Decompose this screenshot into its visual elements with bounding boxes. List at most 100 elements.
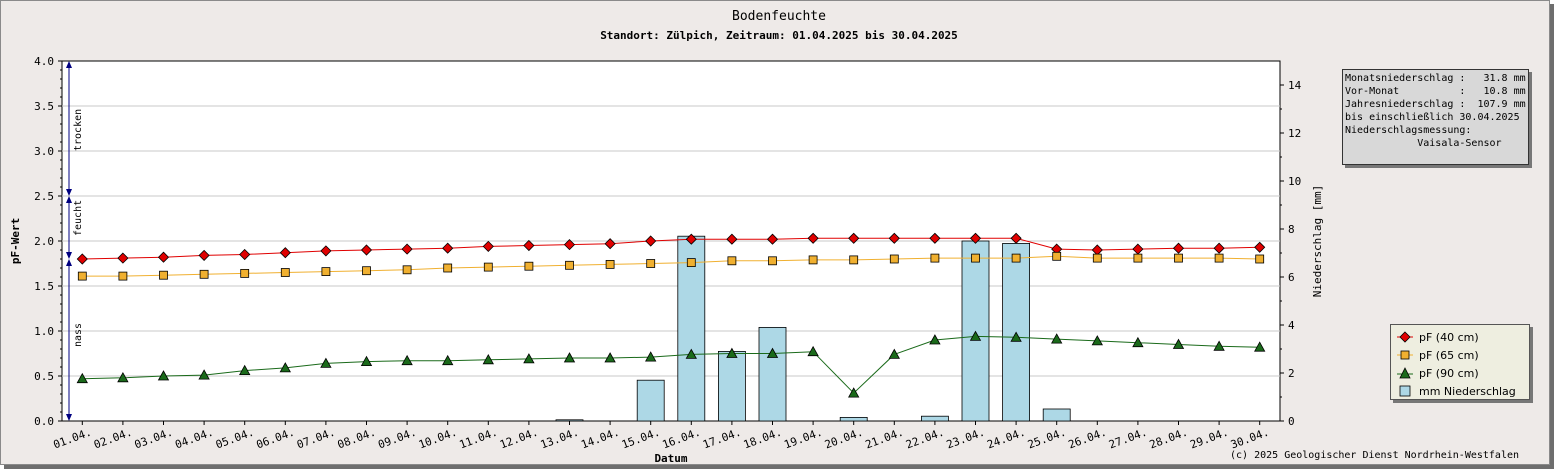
legend-item-pf40: pF (40 cm) (1397, 329, 1479, 345)
x-tick-label: 24.04. (985, 426, 1027, 452)
square-point (1174, 253, 1183, 263)
triangle-marker-icon (1397, 367, 1413, 379)
diamond-point (766, 233, 779, 245)
diamond-point (117, 252, 129, 264)
series-line (82, 255, 1260, 277)
x-tick-label: 12.04. (498, 426, 540, 452)
square-point (159, 270, 168, 280)
triangle-point (766, 347, 779, 358)
y2-tick-label: 6 (1288, 271, 1295, 284)
chart-legend: pF (40 cm) pF (65 cm) pF (90 cm) mm Nied… (1390, 324, 1530, 400)
square-point (727, 256, 737, 266)
arrow-down-icon (66, 414, 72, 421)
square-point (930, 253, 940, 263)
legend-label: pF (90 cm) (1419, 366, 1479, 380)
arrow-down-icon (66, 252, 72, 259)
y-tick-label: 2.5 (34, 190, 54, 203)
precipitation-bar (555, 419, 584, 422)
diamond-point (198, 249, 210, 261)
copyright-notice: (c) 2025 Geologischer Dienst Nordrhein-W… (1230, 450, 1519, 461)
triangle-point (198, 369, 210, 380)
square-point (524, 261, 534, 271)
triangle-point (482, 353, 494, 365)
arrow-up-icon (66, 61, 72, 68)
y-tick-label: 0.5 (34, 370, 54, 383)
square-point (118, 271, 128, 281)
precipitation-info-box: Monatsniederschlag : 31.8 mm Vor-Monat :… (1342, 69, 1529, 165)
square-point (1255, 254, 1265, 264)
arrow-down-icon (66, 189, 72, 196)
x-tick-label: 20.04. (823, 426, 865, 452)
y2-tick-label: 12 (1288, 127, 1301, 140)
legend-label: pF (40 cm) (1419, 330, 1479, 344)
square-point (646, 259, 656, 268)
info-line: Jahresniederschlag : 107.9 mm (1345, 99, 1526, 110)
square-point (605, 259, 615, 269)
triangle-point (1254, 341, 1266, 352)
triangle-point (726, 347, 738, 358)
y-tick-label: 0.0 (34, 415, 54, 428)
x-tick-label: 08.04. (336, 426, 378, 452)
y2-tick-label: 4 (1288, 319, 1295, 332)
zone-label: nass (73, 323, 84, 347)
arrow-up-icon (66, 196, 72, 203)
y-tick-label: 3.0 (34, 145, 54, 158)
diamond-point (360, 244, 373, 256)
zone-label: trocken (73, 109, 84, 151)
diamond-point (685, 233, 697, 245)
triangle-point (279, 362, 291, 373)
square-point (240, 268, 250, 278)
y2-tick-label: 0 (1288, 415, 1295, 428)
bar-swatch-icon (1399, 385, 1411, 397)
x-tick-label: 04.04. (173, 426, 215, 452)
x-tick-label: 27.04. (1107, 426, 1149, 452)
diamond-point (1010, 232, 1022, 244)
x-tick-label: 21.04. (864, 426, 906, 452)
square-marker-icon (1397, 350, 1413, 360)
y2-tick-label: 2 (1288, 367, 1295, 380)
x-tick-label: 26.04. (1067, 426, 1109, 452)
diamond-point (888, 232, 900, 244)
x-tick-label: 29.04. (1188, 426, 1230, 452)
triangle-point (969, 330, 982, 341)
legend-label: mm Niederschlag (1419, 384, 1516, 398)
chart-title: Bodenfeuchte (732, 9, 826, 24)
diamond-point (157, 251, 170, 263)
x-tick-label: 25.04. (1026, 426, 1068, 452)
x-tick-label: 10.04. (417, 426, 459, 452)
x-tick-label: 03.04. (133, 426, 175, 452)
square-point (402, 265, 412, 275)
legend-label: pF (65 cm) (1419, 348, 1479, 362)
diamond-point (929, 232, 941, 244)
diamond-point (645, 235, 657, 247)
x-tick-label: 16.04. (661, 426, 703, 452)
x-tick-label: 11.04. (458, 426, 500, 452)
x-tick-label: 28.04. (1148, 426, 1190, 452)
triangle-point (239, 364, 251, 376)
y-tick-label: 2.0 (34, 235, 54, 248)
y2-tick-label: 10 (1288, 175, 1301, 188)
diamond-point (76, 253, 88, 265)
x-axis-label: Datum (654, 452, 687, 464)
y2-axis-label: Niederschlag [mm] (1311, 185, 1324, 298)
info-line: Monatsniederschlag : 31.8 mm (1345, 73, 1526, 84)
x-tick-label: 01.04. (52, 426, 94, 452)
diamond-point (523, 239, 535, 252)
diamond-point (239, 248, 251, 261)
diamond-point (401, 243, 413, 255)
diamond-point (1254, 241, 1266, 253)
diamond-point (563, 239, 576, 251)
triangle-point (1213, 340, 1225, 351)
diamond-point (969, 232, 982, 244)
triangle-point (76, 372, 88, 384)
square-point (443, 263, 453, 273)
precipitation-bar (718, 350, 746, 422)
triangle-point (888, 348, 900, 359)
triangle-point (320, 357, 332, 368)
square-point (199, 269, 209, 279)
square-point (1214, 253, 1224, 263)
square-point (280, 268, 290, 277)
diamond-point (726, 233, 738, 245)
series-line (82, 335, 1260, 394)
diamond-point (442, 242, 454, 254)
